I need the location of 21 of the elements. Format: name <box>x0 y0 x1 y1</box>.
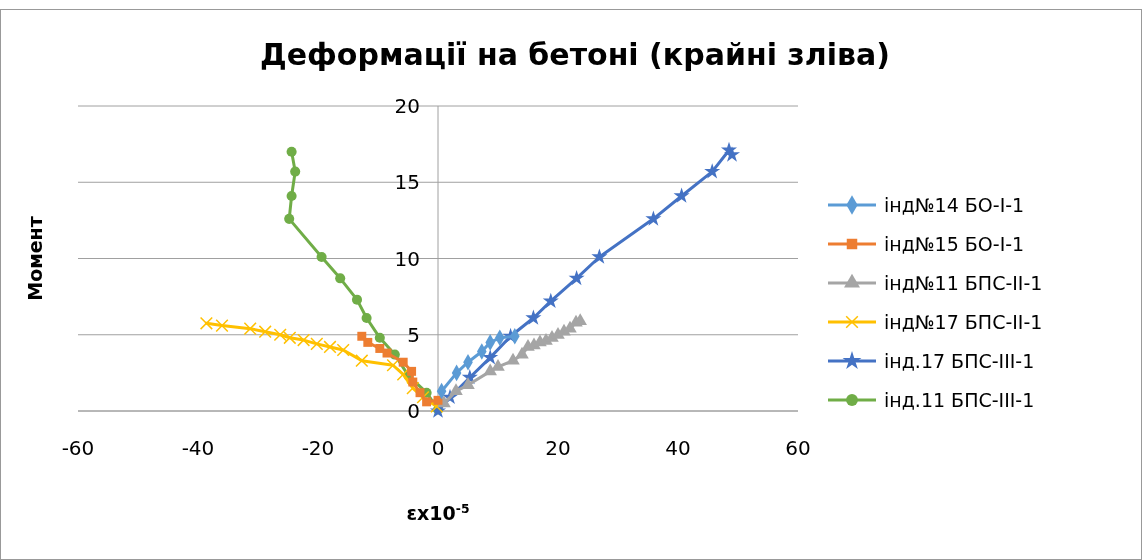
y-tick-label: 20 <box>394 94 420 118</box>
x-tick-label: -60 <box>61 436 95 460</box>
legend-label: інд№15 БО-І-1 <box>884 232 1025 255</box>
x-tick-label: 20 <box>545 436 571 460</box>
legend-label: інд№14 БО-І-1 <box>884 193 1025 216</box>
y-tick-label: 15 <box>394 170 420 195</box>
y-axis-title: Момент <box>24 216 46 301</box>
y-tick-label: 10 <box>394 246 420 271</box>
legend-label: інд№11 БПС-ІІ-1 <box>884 271 1043 294</box>
y-tick-label: 0 <box>407 399 420 423</box>
x-tick-label: 40 <box>665 436 691 460</box>
x-tick-label: -20 <box>301 436 335 460</box>
x-axis-title: εx10$^{-5}$ <box>406 502 470 524</box>
x-tick-label: 60 <box>785 436 811 460</box>
x-tick-label: 0 <box>431 436 445 460</box>
x-tick-label: -40 <box>181 436 215 460</box>
legend-label: інд.11 БПС-ІІІ-1 <box>884 388 1035 411</box>
y-tick-label: 5 <box>407 322 420 347</box>
legend-label: інд.17 БПС-ІІІ-1 <box>884 349 1035 372</box>
legend-label: інд№17 БПС-ІІ-1 <box>884 310 1043 333</box>
chart-title: Деформації на бетоні (крайні зліва) <box>260 37 890 72</box>
